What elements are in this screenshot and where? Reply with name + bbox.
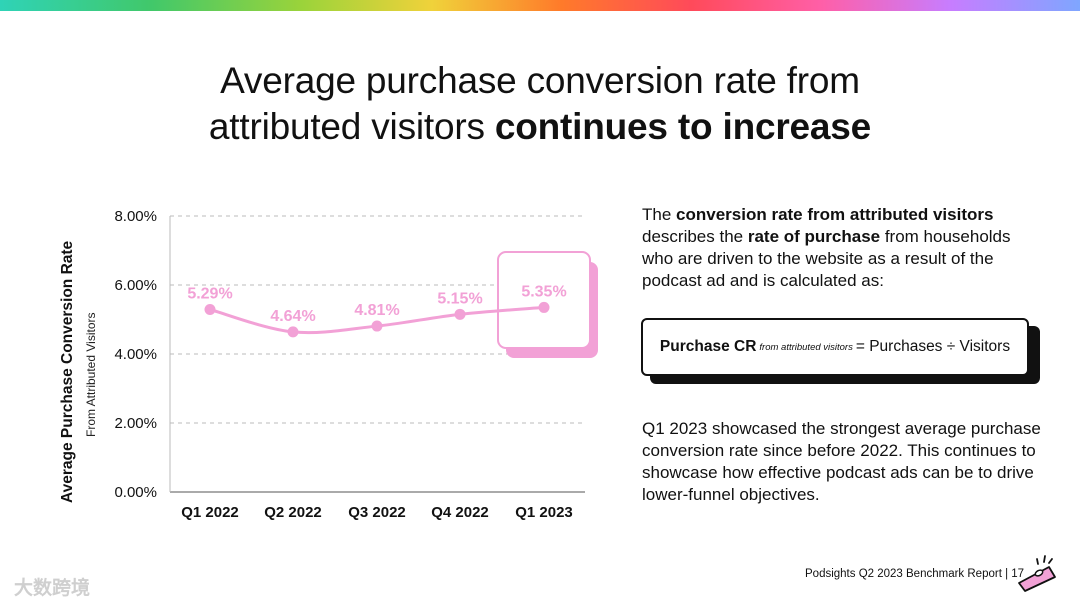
chart-x-ticks: Q1 2022 Q2 2022 Q3 2022 Q4 2022 Q1 2023 — [181, 504, 573, 521]
desc-text-1: The — [642, 205, 677, 224]
chart-y-ticks: 0.00% 2.00% 4.00% 6.00% 8.00% — [114, 208, 157, 501]
description-paragraph: The conversion rate from attributed visi… — [642, 204, 1042, 292]
formula-box: Purchase CR from attributed visitors = P… — [641, 318, 1029, 376]
chart-data-labels: 5.29% 4.64% 4.81% 5.15% 5.35% — [187, 283, 566, 324]
data-label: 4.64% — [270, 308, 315, 325]
footer-text: Podsights Q2 2023 Benchmark Report | 17 — [805, 568, 1025, 580]
data-label: 5.15% — [437, 290, 482, 307]
desc-text-3: from households who are driven to the we… — [642, 227, 1011, 290]
y-tick-label: 0.00% — [114, 484, 157, 501]
x-tick-label: Q2 2022 — [264, 504, 322, 521]
y-tick-label: 4.00% — [114, 346, 157, 363]
page-title: Average purchase conversion rate from at… — [0, 58, 1080, 150]
title-line-1: Average purchase conversion rate from — [220, 60, 860, 101]
data-point — [538, 301, 550, 313]
data-label: 4.81% — [354, 302, 399, 319]
y-axis-sublabel: From Attributed Visitors — [84, 312, 98, 438]
x-tick-label: Q1 2022 — [181, 504, 239, 521]
title-line-2: attributed visitors continues to increas… — [0, 104, 1080, 150]
watermark: 大数跨境 — [14, 573, 90, 600]
data-label: 5.35% — [521, 283, 566, 300]
kazoo-icon — [1018, 555, 1056, 592]
data-point — [204, 303, 216, 315]
data-point — [371, 320, 383, 332]
formula-lhs: Purchase CR — [659, 338, 757, 355]
title-line-2-plain: attributed visitors — [208, 106, 485, 147]
y-tick-label: 2.00% — [114, 415, 157, 432]
highlight-box — [497, 251, 591, 349]
x-tick-label: Q3 2022 — [348, 504, 406, 521]
desc-text-2: describes the — [642, 227, 748, 246]
formula-subscript: from attributed visitors — [759, 341, 853, 353]
formula-rhs: = Purchases ÷ Visitors — [855, 338, 1011, 355]
data-point — [287, 326, 299, 338]
desc-bold-1: conversion rate from attributed visitors — [676, 205, 994, 224]
y-tick-label: 8.00% — [114, 208, 157, 225]
desc-bold-2: rate of purchase — [747, 227, 881, 246]
data-label: 5.29% — [187, 285, 232, 302]
data-point — [454, 308, 466, 320]
x-tick-label: Q1 2023 — [515, 504, 573, 521]
y-axis-label: Average Purchase Conversion Rate — [59, 240, 76, 503]
rainbow-top-bar — [0, 0, 1080, 11]
x-tick-label: Q4 2022 — [431, 504, 489, 521]
note-paragraph: Q1 2023 showcased the strongest average … — [642, 419, 1041, 504]
y-tick-label: 6.00% — [114, 277, 157, 294]
title-line-2-bold: continues to increase — [494, 106, 872, 147]
conversion-rate-chart: 0.00% 2.00% 4.00% 6.00% 8.00% Q1 2022 Q2 2022… — [114, 208, 598, 521]
watermark-text: 大数跨境 — [14, 578, 91, 599]
chart-points — [204, 301, 550, 338]
